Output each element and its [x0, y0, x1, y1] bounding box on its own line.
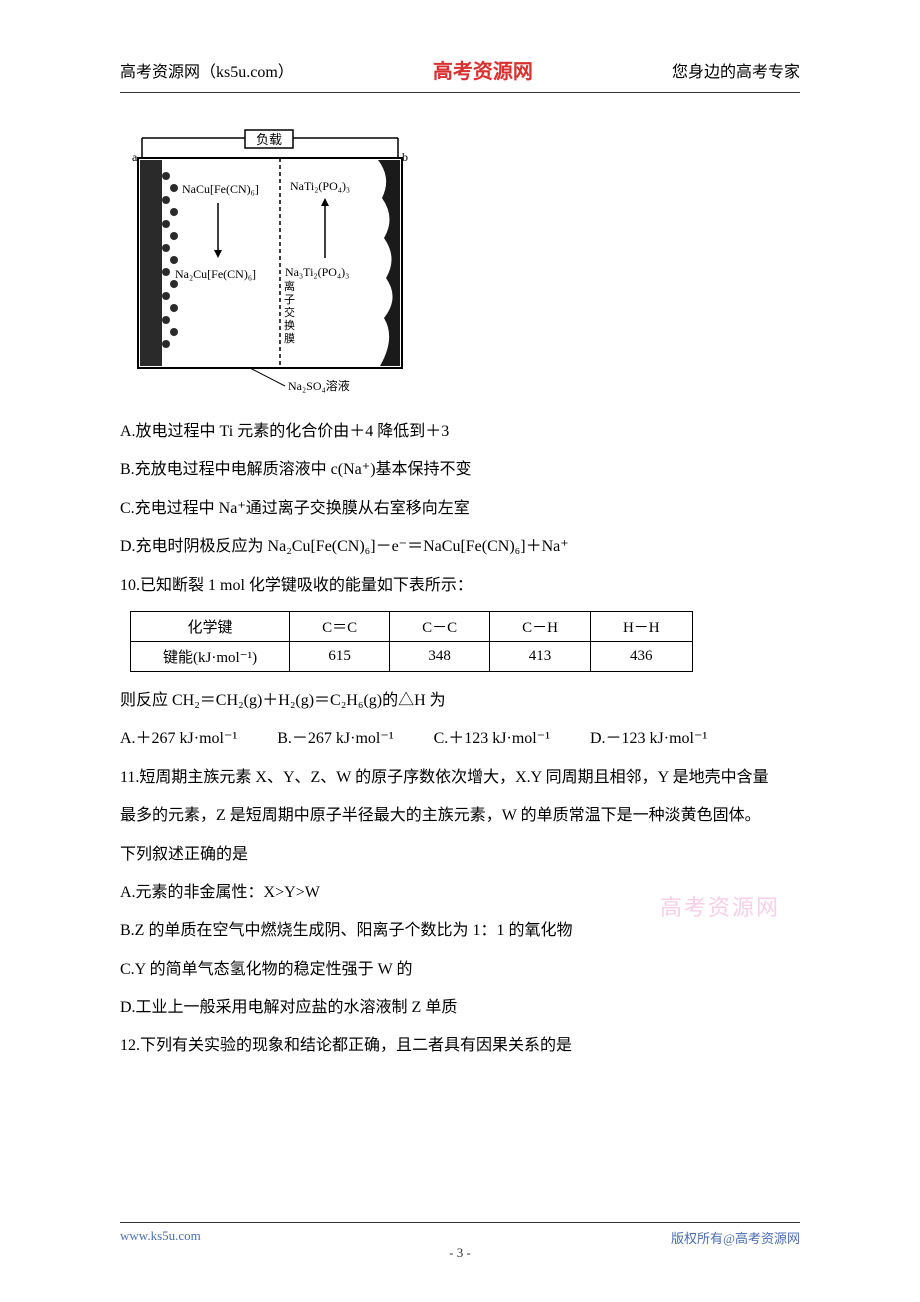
header-right: 您身边的高考专家: [672, 58, 800, 82]
q11-line2: 最多的元素，Z 是短周期中原子半径最大的主族元素，W 的单质常温下是一种淡黄色固…: [120, 797, 800, 835]
table-cell: 键能(kJ·mol⁻¹): [131, 641, 290, 671]
q9-option-b: B.充放电过程中电解质溶液中 c(Na⁺)基本保持不变: [120, 451, 800, 489]
svg-text:换: 换: [284, 318, 295, 332]
left-top-formula: NaCu[Fe(CN)₆]: [182, 182, 259, 196]
q9-option-a: A.放电过程中 Ti 元素的化合价由＋4 降低到＋3: [120, 413, 800, 451]
footer-left: www.ks5u.com: [120, 1228, 201, 1244]
q10-option-d: D.－123 kJ·mol⁻¹: [590, 720, 707, 758]
q10-option-b: B.－267 kJ·mol⁻¹: [277, 720, 393, 758]
table-cell: C－H: [490, 611, 591, 641]
header-left: 高考资源网（ks5u.com）: [120, 58, 294, 82]
svg-text:子: 子: [284, 293, 295, 306]
table-cell: 348: [390, 641, 490, 671]
membrane-label: 离: [284, 279, 295, 293]
bond-energy-table: 化学键 C＝C C－C C－H H－H 键能(kJ·mol⁻¹) 615 348…: [130, 611, 693, 672]
content-area: 负载 a b NaCu[Fe(CN)₆] Na₂Cu[Fe(CN)₆] NaTi…: [0, 93, 920, 1066]
table-cell: H－H: [590, 611, 692, 641]
page-header: 高考资源网（ks5u.com） 高考资源网 您身边的高考专家: [120, 0, 800, 93]
table-cell: C－C: [390, 611, 490, 641]
footer-page-number: - 3 -: [449, 1245, 471, 1261]
q10-after: 则反应 CH₂＝CH₂(g)＋H₂(g)＝C₂H₆(g)的△H 为: [120, 682, 800, 720]
table-cell: 413: [490, 641, 591, 671]
q9-option-d: D.充电时阴极反应为 Na₂Cu[Fe(CN)₆]－e⁻＝NaCu[Fe(CN)…: [120, 528, 800, 566]
q10-intro: 10.已知断裂 1 mol 化学键吸收的能量如下表所示：: [120, 567, 800, 605]
q10-options: A.＋267 kJ·mol⁻¹ B.－267 kJ·mol⁻¹ C.＋123 k…: [120, 720, 800, 758]
solution-label: Na₂SO₄溶液: [288, 378, 350, 393]
header-center: 高考资源网: [433, 55, 533, 84]
watermark: 高考资源网: [660, 890, 780, 922]
table-cell: C＝C: [290, 611, 390, 641]
right-top-formula: NaTi₂(PO₄)₃: [290, 179, 350, 193]
q10-option-a: A.＋267 kJ·mol⁻¹: [120, 720, 237, 758]
right-bottom-formula: Na₃Ti₂(PO₄)₃: [285, 265, 349, 279]
table-cell: 化学键: [131, 611, 290, 641]
table-row: 化学键 C＝C C－C C－H H－H: [131, 611, 693, 641]
q11-line3: 下列叙述正确的是: [120, 836, 800, 874]
q11-option-c: C.Y 的简单气态氢化物的稳定性强于 W 的: [120, 951, 800, 989]
q11-line1: 11.短周期主族元素 X、Y、Z、W 的原子序数依次增大，X.Y 同周期且相邻，…: [120, 759, 800, 797]
footer-right: 版权所有@高考资源网: [671, 1228, 800, 1247]
left-bottom-formula: Na₂Cu[Fe(CN)₆]: [175, 267, 256, 281]
q9-option-c: C.充电过程中 Na⁺通过离子交换膜从右室移向左室: [120, 490, 800, 528]
q12-text: 12.下列有关实验的现象和结论都正确，且二者具有因果关系的是: [120, 1027, 800, 1065]
load-label: 负载: [256, 132, 282, 147]
table-cell: 436: [590, 641, 692, 671]
table-cell: 615: [290, 641, 390, 671]
svg-text:膜: 膜: [284, 332, 295, 345]
page-footer: www.ks5u.com - 3 - 版权所有@高考资源网: [120, 1222, 800, 1247]
q10-option-c: C.＋123 kJ·mol⁻¹: [434, 720, 550, 758]
battery-diagram: 负载 a b NaCu[Fe(CN)₆] Na₂Cu[Fe(CN)₆] NaTi…: [130, 128, 800, 393]
table-row: 键能(kJ·mol⁻¹) 615 348 413 436: [131, 641, 693, 671]
svg-text:交: 交: [284, 305, 295, 319]
q11-option-d: D.工业上一般采用电解对应盐的水溶液制 Z 单质: [120, 989, 800, 1027]
